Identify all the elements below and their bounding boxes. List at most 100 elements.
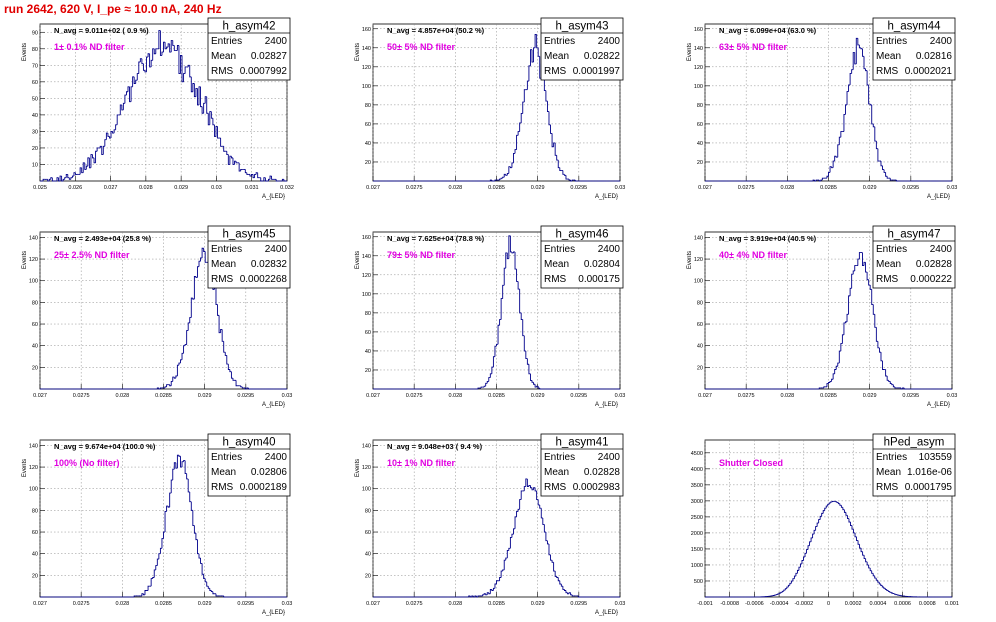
histogram-bins [705, 252, 952, 390]
histogram-name: h_asym47 [887, 229, 940, 241]
x-tick-label: 0.028 [115, 601, 129, 607]
histogram-bin [229, 155, 232, 165]
histogram-bin [180, 359, 183, 364]
histogram-bin [220, 328, 223, 333]
y-tick-label: 140 [362, 443, 371, 449]
histogram-bin [71, 175, 74, 178]
histogram-bin [244, 169, 247, 174]
histogram-bin [500, 570, 503, 578]
histogram-bin [176, 45, 179, 51]
stats-entries-value: 2400 [598, 244, 621, 255]
histogram-bin [815, 179, 818, 181]
histogram-bin [149, 53, 152, 68]
x-tick-label: -0.0004 [770, 601, 789, 607]
x-tick-label: 0.03 [615, 393, 626, 399]
x-tick-label: 0.029 [198, 393, 212, 399]
stats-mean-label: Mean [544, 467, 569, 478]
stats-rms-value: 0.0001795 [905, 482, 953, 493]
x-tick-label: 0.029 [863, 393, 877, 399]
histogram-bin [568, 179, 571, 181]
x-tick-label: 0.0285 [488, 601, 505, 607]
histogram-bin [201, 247, 204, 258]
histogram-bin [67, 174, 70, 179]
histogram-bin [193, 83, 196, 98]
stats-rms-value: 0.0002189 [240, 482, 288, 493]
histogram-bin [849, 73, 852, 85]
histogram-bins [373, 235, 620, 390]
histogram-bin [574, 180, 577, 182]
x-tick-label: 0.0285 [488, 185, 505, 191]
histogram-bin [513, 152, 516, 163]
histogram-bin [534, 487, 537, 492]
histogram-bin [488, 592, 491, 595]
x-tick-label: 0.032 [280, 185, 294, 191]
histogram-bin [215, 593, 218, 597]
histogram-bin [181, 461, 184, 468]
histogram-name: h_asym41 [555, 437, 608, 449]
x-tick-label: 0.029 [531, 601, 545, 607]
histogram-bin [193, 525, 196, 534]
histogram-bin [138, 61, 141, 74]
histogram-bin [835, 365, 838, 370]
x-tick-label: 0.0008 [919, 601, 936, 607]
stats-rms-value: 0.0002983 [573, 482, 621, 493]
x-tick-label: 0.0285 [155, 601, 172, 607]
histogram-bin [170, 380, 173, 386]
y-tick-label: 40 [697, 344, 703, 350]
histogram-bin [189, 317, 192, 323]
histogram-bin [499, 577, 502, 581]
x-tick-label: 0.0295 [570, 393, 587, 399]
histogram-bin [204, 96, 207, 104]
histogram-name: h_asym43 [555, 21, 608, 33]
histogram-bin [158, 553, 161, 560]
histogram-bin [254, 173, 257, 178]
histogram-bin [47, 179, 50, 182]
histogram-bin [849, 287, 852, 296]
histogram-bin [830, 501, 833, 503]
histogram-bin [886, 589, 889, 591]
y-tick-label: 2500 [691, 515, 703, 521]
histogram-bin [525, 350, 528, 360]
histogram-bin [856, 536, 859, 541]
histogram-bin [839, 503, 842, 506]
histogram-bin [257, 172, 260, 179]
histogram-bin [519, 289, 522, 314]
navg-annotation: N_avg = 6.099e+04 (63.0 %) [719, 26, 817, 35]
histogram-bin [166, 505, 169, 512]
histogram-bin [530, 373, 533, 381]
histogram-bin [203, 102, 206, 114]
stats-box: hPed_asym Entries 103559 Mean 1.016e-06 RMS 0.… [872, 433, 956, 497]
histogram-bin [485, 593, 488, 596]
histogram-bin [158, 30, 161, 49]
x-axis-label: A_{LED} [595, 610, 618, 616]
histogram-bin [147, 53, 150, 58]
navg-annotation: N_avg = 2.493e+04 (25.8 %) [54, 234, 152, 243]
histogram-bin [500, 298, 503, 320]
histogram-bin [865, 262, 868, 273]
stats-rms-value: 0.0002021 [905, 66, 953, 77]
y-tick-label: 120 [694, 65, 703, 71]
stats-rms-value: 0.0002268 [240, 274, 288, 285]
histogram-name: h_asym40 [222, 437, 275, 449]
histogram-bin [503, 267, 506, 286]
histogram-bin [127, 86, 130, 92]
histogram-bin [268, 178, 271, 181]
histogram-bin [142, 593, 145, 596]
histogram-bin [819, 515, 822, 520]
histogram-bin [505, 174, 508, 176]
histogram-bins [40, 247, 287, 390]
histogram-bin [192, 298, 195, 300]
histogram-bin [81, 167, 84, 174]
histogram-bin [858, 44, 861, 49]
histogram-bin [217, 304, 220, 316]
histogram-bin [550, 554, 553, 561]
histogram-bin [264, 177, 267, 182]
histogram-bin [807, 545, 810, 550]
histogram-bin [828, 382, 831, 384]
x-axis-label: A_{LED} [262, 194, 285, 200]
histogram-bin [516, 269, 519, 282]
histogram-bin [801, 560, 804, 564]
x-tick-label: 0.027 [366, 185, 380, 191]
histogram-bin [511, 251, 514, 254]
x-tick-label: -0.0006 [745, 601, 764, 607]
